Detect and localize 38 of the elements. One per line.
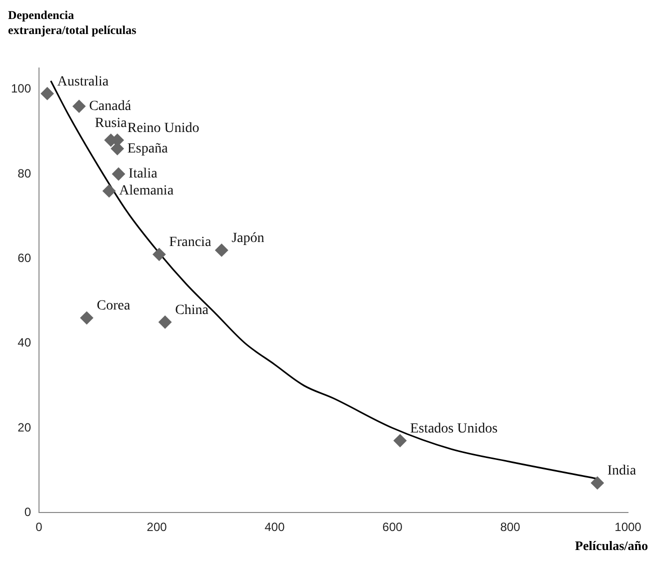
point [80,311,94,324]
x-tick-label: 200 [146,520,168,534]
y-tick-label: 40 [18,336,32,350]
annotation: Reino Unido [127,120,200,136]
point [40,87,54,100]
annotation: Japón [232,230,264,246]
y-tick-label: 100 [10,82,32,96]
point [590,476,604,490]
x-tick-label: 400 [264,520,285,534]
point [72,100,86,113]
y-axis-title: Dependencia extranjera/total películas [8,8,138,38]
point [215,244,228,257]
x-tick-label: 800 [500,520,521,534]
point [152,248,166,261]
annotation: Rusia [94,116,128,131]
y-tick-label: 0 [24,504,32,519]
annotation: Estados Unidos [410,421,498,436]
annotation: Corea [96,298,131,314]
annotation: India [607,464,637,479]
x-axis-title: Películas/año [574,538,648,554]
x-tick-label: 0 [36,520,43,534]
x-tick-label: 1000 [614,520,642,534]
point [394,434,407,448]
annotation: Canadá [89,98,132,114]
annotation: Australia [57,74,110,90]
point [102,184,116,198]
y-tick-label: 60 [18,250,32,265]
x-tick-label: 600 [382,520,403,534]
point [158,316,172,329]
point [110,142,124,156]
point [112,168,126,181]
y-tick-label: 20 [18,420,32,434]
annotation: Francia [169,235,212,250]
annotation: España [127,141,169,156]
annotation: China [175,302,210,318]
y-tick-label: 80 [18,166,32,180]
annotation: Italia [128,166,158,182]
annotation: Alemania [119,184,174,199]
